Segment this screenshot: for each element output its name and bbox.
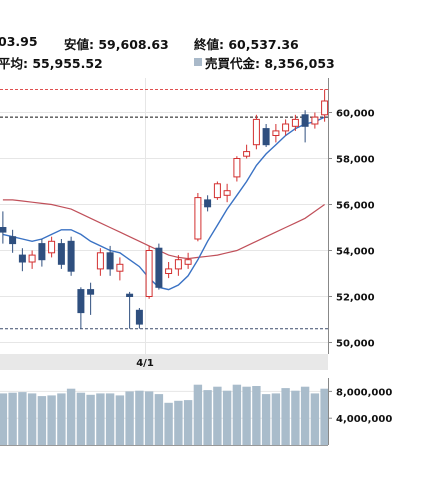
volume-bar (310, 393, 320, 445)
volume-bar (174, 400, 183, 445)
volume-bar (222, 390, 232, 445)
volume-bar (76, 392, 86, 445)
volume-bar (57, 393, 66, 445)
volume-y-axis: 4,000,000 8,000,000 (328, 387, 392, 425)
close-value: 終値: 60,537.36 (194, 37, 299, 52)
volume-bar (252, 386, 261, 445)
candle-up (272, 130, 280, 136)
low-value: 安値: 59,608.63 (64, 37, 169, 52)
price-tick-label: 60,000 (336, 109, 375, 120)
candle-down (18, 254, 26, 263)
volume-bars (0, 384, 329, 446)
candle-up (282, 123, 290, 132)
volume-bar (37, 396, 47, 445)
volume-bar (320, 388, 329, 445)
volume-bar (27, 393, 37, 445)
volume-bar (300, 386, 310, 445)
volume-bar (8, 392, 17, 445)
candle-down (9, 236, 17, 245)
volume-bar (144, 391, 154, 445)
date-axis-band (0, 354, 328, 370)
candle-up (165, 268, 173, 274)
price-tick-label: 52,000 (336, 293, 375, 304)
candle-down (301, 114, 309, 127)
candle-down (77, 289, 85, 314)
candle-up (116, 263, 124, 272)
candle-up (233, 158, 241, 178)
candle-up (184, 259, 192, 265)
volume-bar (154, 394, 164, 445)
price-tick-label: 56,000 (336, 201, 375, 212)
volume-tick-label: 8,000,000 (336, 387, 392, 398)
volume-bar (105, 393, 115, 445)
long-moving-average-line (2, 199, 325, 260)
volume-bar (164, 402, 173, 445)
volume-bar (96, 393, 105, 445)
candle-up (96, 252, 104, 270)
volume-bar (0, 393, 8, 445)
turnover-value: 売買代金: 8,356,053 (205, 56, 335, 71)
volume-bar (232, 384, 242, 445)
candle-down (87, 289, 95, 295)
candle-up (213, 183, 221, 199)
volume-bar (115, 395, 125, 445)
volume-bar (193, 384, 203, 445)
volume-bar (66, 388, 76, 445)
volume-bar (125, 391, 134, 445)
volume-bar (183, 400, 193, 445)
date-label: 4/1 (136, 358, 154, 369)
candle-down (126, 293, 134, 298)
volume-bar (86, 394, 95, 446)
volume-bar (213, 386, 222, 445)
candle-down (0, 227, 7, 233)
price-tick-label: 54,000 (336, 247, 375, 258)
moving-averages (2, 116, 325, 291)
volume-bar (261, 394, 271, 445)
candle-down (106, 252, 114, 270)
price-grid (0, 78, 328, 354)
candle-down (57, 243, 65, 265)
candle-up (194, 197, 202, 240)
price-panel-bg (0, 78, 328, 354)
candle-up (48, 240, 56, 254)
short-moving-average-line (2, 116, 325, 291)
candle-up (311, 116, 319, 125)
volume-legend-swatch-icon (194, 58, 202, 66)
candle-up (243, 151, 251, 157)
volume-bar (18, 392, 27, 445)
candle-up (174, 259, 182, 270)
volume-bar (291, 390, 300, 445)
candle-up (321, 100, 329, 116)
volume-bar (135, 390, 144, 445)
candle-up (28, 254, 36, 263)
volume-bar (47, 395, 56, 445)
candle-down (262, 128, 270, 146)
average-value: 平均: 55,955.52 (0, 56, 103, 71)
candle-up (291, 118, 299, 127)
candle-down (67, 240, 75, 272)
candle-up (145, 250, 153, 297)
price-y-axis: 50,000 52,000 54,000 56,000 58,000 60,000 (328, 109, 375, 350)
volume-bar (271, 393, 281, 445)
candle-down (155, 247, 163, 288)
high-value: 03.95 (0, 34, 38, 49)
volume-bar (281, 388, 290, 445)
price-tick-label: 50,000 (336, 339, 375, 350)
candle-up (252, 118, 260, 146)
candle-down (135, 309, 143, 325)
candle-down (204, 199, 212, 208)
price-tick-label: 58,000 (336, 155, 375, 166)
candlesticks (0, 89, 329, 329)
volume-tick-label: 4,000,000 (336, 414, 392, 425)
candle-up (223, 190, 231, 196)
volume-bar (242, 386, 251, 445)
volume-bar (203, 390, 212, 445)
candle-down (38, 243, 46, 261)
